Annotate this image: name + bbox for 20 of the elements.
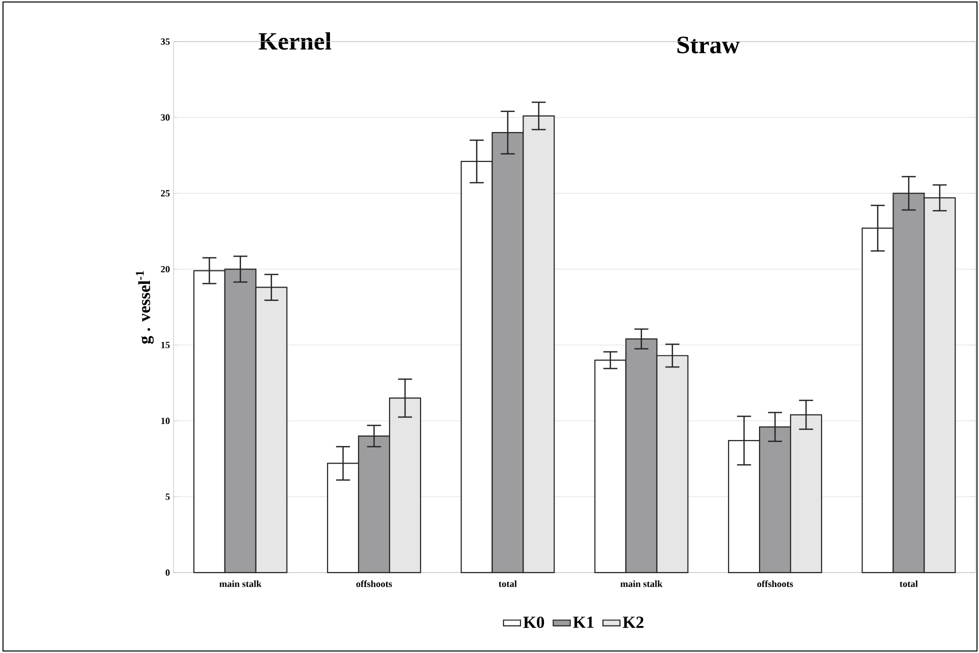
y-tick-label: 10 (161, 418, 170, 424)
y-tick-label: 5 (166, 494, 170, 500)
legend-label: K1 (573, 616, 594, 628)
y-tick-label: 25 (160, 190, 170, 196)
x-tick-label: total (498, 580, 517, 588)
y-tick-label: 0 (166, 569, 170, 576)
legend-label: K0 (523, 616, 544, 628)
x-tick-label: total (900, 580, 918, 588)
y-tick-label: 20 (160, 266, 170, 272)
legend-label: K2 (622, 616, 644, 628)
x-tick-label: main stalk (620, 580, 663, 588)
annotation: Kernel (258, 32, 332, 50)
y-tick-label: 15 (161, 342, 170, 348)
annotation: Straw (678, 36, 740, 54)
y-tick-label: 35 (160, 38, 170, 45)
x-tick-label: main stalk (219, 580, 262, 588)
y-tick-label: 30 (160, 114, 170, 121)
y-axis-title: g . vessel$^{-1}$ (136, 271, 154, 344)
x-tick-label: offshoots (356, 580, 392, 588)
x-tick-label: offshoots (757, 580, 793, 588)
